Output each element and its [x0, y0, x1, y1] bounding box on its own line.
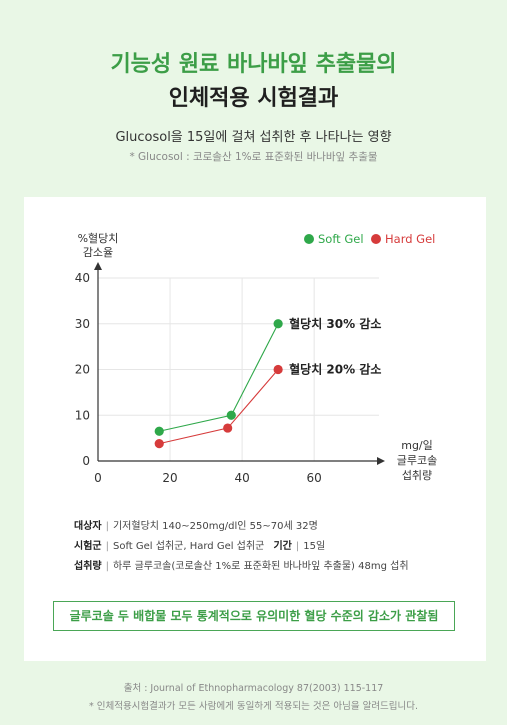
legend-label: Hard Gel: [385, 232, 435, 246]
title-line1: 기능성 원료 바나바잎 추출물의: [110, 52, 397, 77]
y-axis-arrow: [94, 262, 102, 270]
x-axis-label: 섭취량: [402, 469, 432, 482]
legend-marker: [371, 234, 381, 244]
y-axis-label: %혈당치: [78, 231, 119, 245]
data-point: [154, 439, 164, 449]
dose-label: 섭취량: [74, 561, 102, 572]
y-tick-label: 40: [75, 271, 90, 285]
x-tick-label: 20: [162, 471, 177, 485]
divider: |: [105, 521, 109, 532]
y-axis-label: 감소율: [83, 246, 113, 259]
groups-value: Soft Gel 섭취군, Hard Gel 섭취군: [112, 541, 265, 552]
title-line2: 인체적용 시험결과: [168, 86, 339, 111]
data-point: [226, 410, 236, 420]
x-tick-label: 60: [307, 471, 322, 485]
period-value: 15일: [303, 541, 326, 552]
legend-marker: [304, 234, 314, 244]
result-box: 글루코솔 두 배합물 모두 통계적으로 유의미한 혈당 수준의 감소가 관찰됨: [53, 601, 455, 631]
x-axis-label: 글루코솔: [397, 454, 437, 467]
divider: |: [105, 541, 109, 552]
groups-row: 시험군 | Soft Gel 섭취군, Hard Gel 섭취군 기간 | 15일: [74, 537, 325, 552]
legend-label: Soft Gel: [318, 232, 364, 246]
data-point: [273, 319, 283, 329]
series-line: [159, 369, 279, 445]
groups-label: 시험군: [74, 541, 102, 552]
divider: |: [105, 561, 109, 572]
subtitle: Glucosol을 15일에 걸쳐 섭취한 후 나타나는 영향: [115, 130, 392, 145]
subjects-value: 기저혈당치 140~250mg/dl인 55~70세 32명: [112, 521, 318, 532]
dose-value: 하루 글루코솔(코로솔산 1%로 표준화된 바나바잎 추출물) 48mg 섭취: [112, 561, 409, 572]
annotation-label: 혈당치 30% 감소: [289, 316, 381, 331]
annotation-label: 혈당치 20% 감소: [289, 362, 381, 377]
subjects-label: 대상자: [74, 521, 102, 532]
data-point: [273, 364, 283, 375]
dose-row: 섭취량 | 하루 글루코솔(코로솔산 1%로 표준화된 바나바잎 추출물) 48mg…: [74, 557, 409, 572]
x-axis-arrow: [377, 457, 385, 465]
subjects-row: 대상자 | 기저혈당치 140~250mg/dl인 55~70세 32명: [74, 517, 318, 532]
period-label: 기간: [273, 541, 292, 552]
x-tick-label: 40: [234, 471, 249, 485]
y-tick-label: 20: [75, 363, 90, 377]
disclaimer: * 인체적용시험결과가 모든 사람에게 동일하게 적용되는 것은 아님을 알려드…: [88, 701, 419, 712]
x-axis-label: mg/일: [401, 438, 433, 452]
y-tick-label: 30: [75, 317, 90, 331]
y-tick-label: 0: [82, 454, 90, 468]
divider: |: [295, 541, 300, 552]
data-point: [154, 426, 164, 436]
data-point: [223, 423, 233, 433]
y-tick-label: 10: [75, 408, 90, 422]
x-tick-label: 0: [94, 471, 102, 485]
ingredient-note: * Glucosol : 코로솔산 1%로 표준화된 바나바잎 추출물: [129, 151, 378, 163]
source-citation: 출처 : Journal of Ethnopharmacology 87(200…: [123, 683, 384, 694]
